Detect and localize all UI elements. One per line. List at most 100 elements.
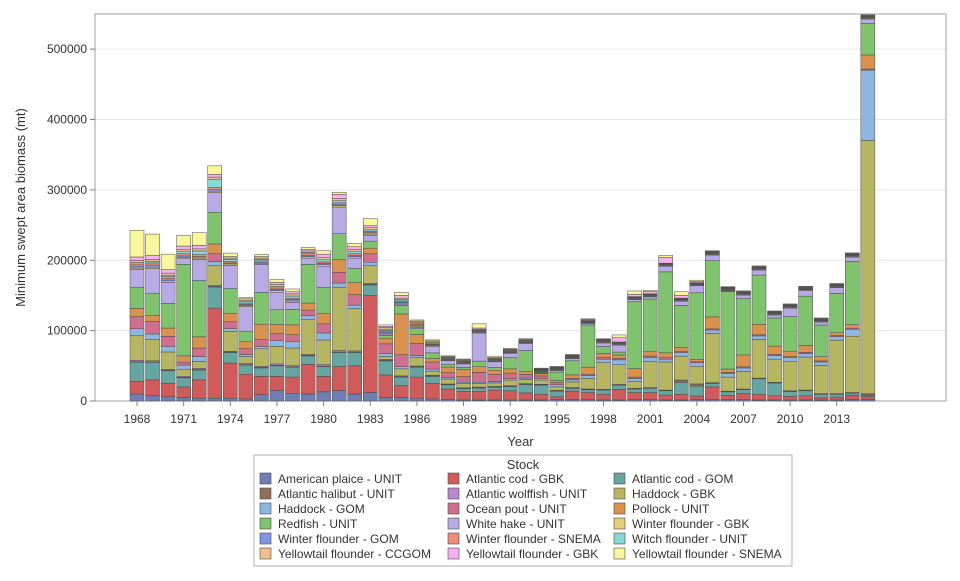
bar-segment (441, 364, 455, 367)
bar-segment (783, 308, 797, 316)
bar-segment (799, 354, 813, 358)
bar-segment (705, 255, 719, 261)
x-tick-label: 2007 (730, 412, 757, 426)
bar-segment (581, 393, 595, 400)
bar-segment (270, 279, 284, 282)
bar-segment (379, 354, 393, 357)
bar-segment (814, 357, 828, 361)
bar-segment (799, 296, 813, 345)
bar-segment (628, 300, 642, 302)
bar-segment (441, 373, 455, 378)
bar-segment (146, 265, 160, 267)
bar-segment (379, 375, 393, 398)
bar-segment (301, 394, 315, 401)
x-tick-label: 1992 (497, 412, 524, 426)
bar-segment (643, 357, 657, 361)
bar-segment (348, 252, 362, 254)
bar-segment (146, 316, 160, 322)
bar-segment (192, 361, 206, 368)
bar-segment (565, 382, 579, 388)
bar-segment (177, 259, 191, 265)
bar-segment (348, 305, 362, 309)
bar-segment (721, 369, 735, 373)
bar-segment (721, 292, 735, 369)
bar-segment (410, 367, 424, 377)
bar-segment (659, 258, 673, 264)
bar-segment (348, 247, 362, 250)
legend-label: Ocean pout - UNIT (466, 502, 567, 516)
bar-segment (394, 369, 408, 376)
bar-segment (799, 357, 813, 390)
bar-segment (861, 15, 875, 16)
bar-segment (597, 390, 611, 394)
bar-segment (254, 376, 268, 394)
bar-segment (519, 379, 533, 383)
x-tick-label: 1974 (217, 412, 244, 426)
bar-segment (394, 386, 408, 398)
bar-segment (674, 292, 688, 296)
bar-segment (690, 366, 704, 384)
bar-segment (379, 397, 393, 401)
legend-swatch (448, 503, 459, 514)
bar-segment (223, 363, 237, 398)
bar-segment (130, 264, 144, 266)
legend-swatch (448, 533, 459, 544)
bar-segment (301, 356, 315, 364)
bar-segment (317, 376, 331, 391)
bar-segment (332, 199, 346, 201)
bar-segment (830, 293, 844, 332)
legend-label: Atlantic cod - GOM (632, 472, 733, 486)
bar-segment (363, 262, 377, 266)
bar-segment (488, 362, 502, 368)
bar-segment (612, 360, 626, 365)
bar-segment (363, 266, 377, 284)
bar-segment (286, 302, 300, 309)
bar-segment (845, 329, 859, 336)
bar-segment (348, 258, 362, 269)
bar-segment (705, 333, 719, 382)
bar-segment (146, 340, 160, 361)
bar-segment (519, 384, 533, 392)
bar-segment (488, 367, 502, 370)
bar-segment (705, 387, 719, 400)
bar-segment (192, 398, 206, 401)
bar-segment (161, 254, 175, 269)
bar-segment (457, 370, 471, 377)
bar-segment (270, 292, 284, 310)
bar-segment (752, 336, 766, 340)
bar-segment (394, 314, 408, 355)
bar-segment (830, 337, 844, 341)
x-tick-label: 1983 (357, 412, 384, 426)
bar-segment (814, 394, 828, 398)
legend-label: Haddock - GBK (632, 487, 715, 501)
bar-segment (519, 351, 533, 372)
bar-segment (177, 264, 191, 355)
bar-segment (317, 254, 331, 258)
bar-segment (410, 377, 424, 398)
bar-segment (394, 377, 408, 385)
bar-segment (301, 310, 315, 316)
bar-segment (705, 317, 719, 329)
legend-entry: Yellowtail flounder - CCGOM (260, 547, 431, 561)
bar-segment (208, 254, 222, 262)
bar-segment (177, 254, 191, 256)
bar-segment (425, 359, 439, 363)
bar-segment (845, 336, 859, 392)
bar-segment (348, 243, 362, 247)
bar-segment (830, 288, 844, 294)
bar-segment (286, 342, 300, 348)
legend-entry: Winter flounder - GOM (260, 532, 399, 546)
bar-segment (363, 226, 377, 228)
bar-segment (239, 331, 253, 342)
x-tick-label: 2001 (637, 412, 664, 426)
bar-segment (130, 362, 144, 381)
bar-segment (394, 293, 408, 296)
bar-segment (705, 261, 719, 317)
bar-segment (503, 369, 517, 373)
bar-segment (457, 389, 471, 392)
bar-segment (736, 390, 750, 394)
bar-segment (752, 394, 766, 400)
bar-segment (674, 356, 688, 380)
